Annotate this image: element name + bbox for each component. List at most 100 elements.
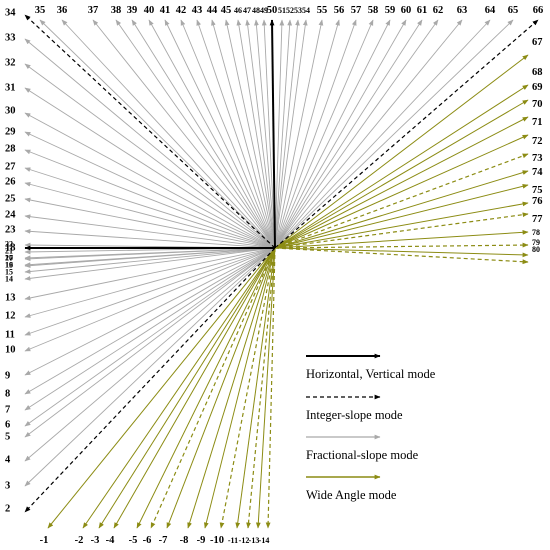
mode-ray-50 xyxy=(269,19,276,249)
mode-label-13: 13 xyxy=(5,293,16,304)
mode-label--8: -8 xyxy=(180,535,189,546)
mode-label-37: 37 xyxy=(88,5,99,16)
mode-ray--2 xyxy=(82,247,276,529)
mode-label-62: 62 xyxy=(433,5,444,16)
mode-label-32: 32 xyxy=(5,58,16,69)
mode-label-48: 48 xyxy=(252,6,260,15)
mode-ray-37 xyxy=(92,19,276,249)
mode-label--2: -2 xyxy=(75,535,84,546)
mode-label-80: 80 xyxy=(532,245,540,254)
mode-label-41: 41 xyxy=(160,5,171,16)
mode-label-79: 79 xyxy=(532,238,540,247)
mode-label--12: -12 xyxy=(239,536,250,545)
mode-label-58: 58 xyxy=(368,5,379,16)
mode-ray--12 xyxy=(246,247,276,529)
mode-ray--7 xyxy=(166,247,276,529)
mode-ray-72 xyxy=(274,153,529,249)
mode-label-69: 69 xyxy=(532,82,543,93)
mode-ray-2 xyxy=(24,247,276,513)
mode-label-52: 52 xyxy=(286,6,294,15)
mode-label-67: 67 xyxy=(532,37,543,48)
mode-ray-64 xyxy=(274,19,491,249)
mode-label--1: -1 xyxy=(40,535,49,546)
mode-ray-41 xyxy=(164,19,276,249)
mode-ray-14 xyxy=(24,247,276,281)
mode-label--11: -11 xyxy=(228,536,238,545)
mode-label-49: 49 xyxy=(260,6,268,15)
mode-label-14: 14 xyxy=(5,275,13,284)
mode-label-12: 12 xyxy=(5,311,16,322)
mode-ray-25 xyxy=(24,197,276,249)
mode-ray-13 xyxy=(24,247,276,301)
mode-label-11: 11 xyxy=(5,330,15,341)
mode-ray-71 xyxy=(274,134,529,249)
mode-ray-3 xyxy=(24,247,276,487)
mode-label-6: 6 xyxy=(5,420,10,431)
mode-ray-19 xyxy=(24,247,276,269)
mode-ray-29 xyxy=(24,131,276,249)
mode-label-61: 61 xyxy=(417,5,428,16)
mode-ray-40 xyxy=(148,19,276,249)
mode-ray-66 xyxy=(274,19,539,249)
legend-item-hv: Horizontal, Vertical mode xyxy=(306,353,436,381)
mode-ray-35 xyxy=(39,19,276,249)
mode-ray-31 xyxy=(24,87,276,249)
mode-label-24: 24 xyxy=(5,210,16,221)
mode-ray-38 xyxy=(115,19,276,249)
mode-label-36: 36 xyxy=(57,5,68,16)
mode-ray-24 xyxy=(24,214,276,249)
mode-label-65: 65 xyxy=(508,5,519,16)
mode-ray-20 xyxy=(24,247,276,262)
mode-label-60: 60 xyxy=(401,5,412,16)
mode-ray-70 xyxy=(274,116,529,249)
mode-ray-5 xyxy=(24,247,276,438)
legend-item-fractional: Fractional-slope mode xyxy=(306,434,419,462)
mode-label-73: 73 xyxy=(532,153,543,164)
mode-ray--11 xyxy=(235,247,276,529)
mode-label-38: 38 xyxy=(111,5,122,16)
mode-ray--4 xyxy=(113,247,276,529)
mode-label-21: 21 xyxy=(5,247,13,256)
mode-label-10: 10 xyxy=(5,345,16,356)
mode-label-3: 3 xyxy=(5,481,10,492)
mode-ray-54 xyxy=(274,19,308,249)
mode-ray-73 xyxy=(274,170,529,249)
mode-label-30: 30 xyxy=(5,106,16,117)
mode-ray--13 xyxy=(255,247,276,529)
mode-label--10: -10 xyxy=(210,535,224,546)
mode-ray-57 xyxy=(274,19,357,249)
mode-label-76: 76 xyxy=(532,196,543,207)
legend-label-wide: Wide Angle mode xyxy=(306,488,397,502)
mode-label-78: 78 xyxy=(532,228,540,237)
mode-ray-44 xyxy=(211,19,276,249)
mode-label-23: 23 xyxy=(5,225,16,236)
mode-label--4: -4 xyxy=(106,535,115,546)
mode-label-18: 18 xyxy=(5,243,16,254)
mode-label-42: 42 xyxy=(176,5,187,16)
mode-ray-58 xyxy=(274,19,374,249)
mode-label-66: 66 xyxy=(533,5,544,16)
mode-ray-69 xyxy=(274,99,529,249)
mode-label-51: 51 xyxy=(278,6,286,15)
mode-label-64: 64 xyxy=(485,5,496,16)
mode-ray-60 xyxy=(274,19,407,249)
legend-item-integer: Integer-slope mode xyxy=(306,394,403,422)
mode-label-17: 17 xyxy=(5,254,13,263)
mode-ray--9 xyxy=(203,247,276,529)
mode-ray-68 xyxy=(274,84,529,249)
mode-label-28: 28 xyxy=(5,144,16,155)
mode-ray-52 xyxy=(274,19,293,249)
mode-label-40: 40 xyxy=(144,5,155,16)
mode-ray-42 xyxy=(180,19,276,249)
mode-label-15: 15 xyxy=(5,268,13,277)
mode-label-25: 25 xyxy=(5,194,16,205)
mode-label-29: 29 xyxy=(5,127,16,138)
mode-label-5: 5 xyxy=(5,432,10,443)
mode-ray-45 xyxy=(224,19,276,249)
mode-ray-63 xyxy=(274,19,463,249)
mode-label-75: 75 xyxy=(532,185,543,196)
mode-label-63: 63 xyxy=(457,5,468,16)
mode-ray--1 xyxy=(47,247,276,529)
mode-label-4: 4 xyxy=(5,455,11,466)
